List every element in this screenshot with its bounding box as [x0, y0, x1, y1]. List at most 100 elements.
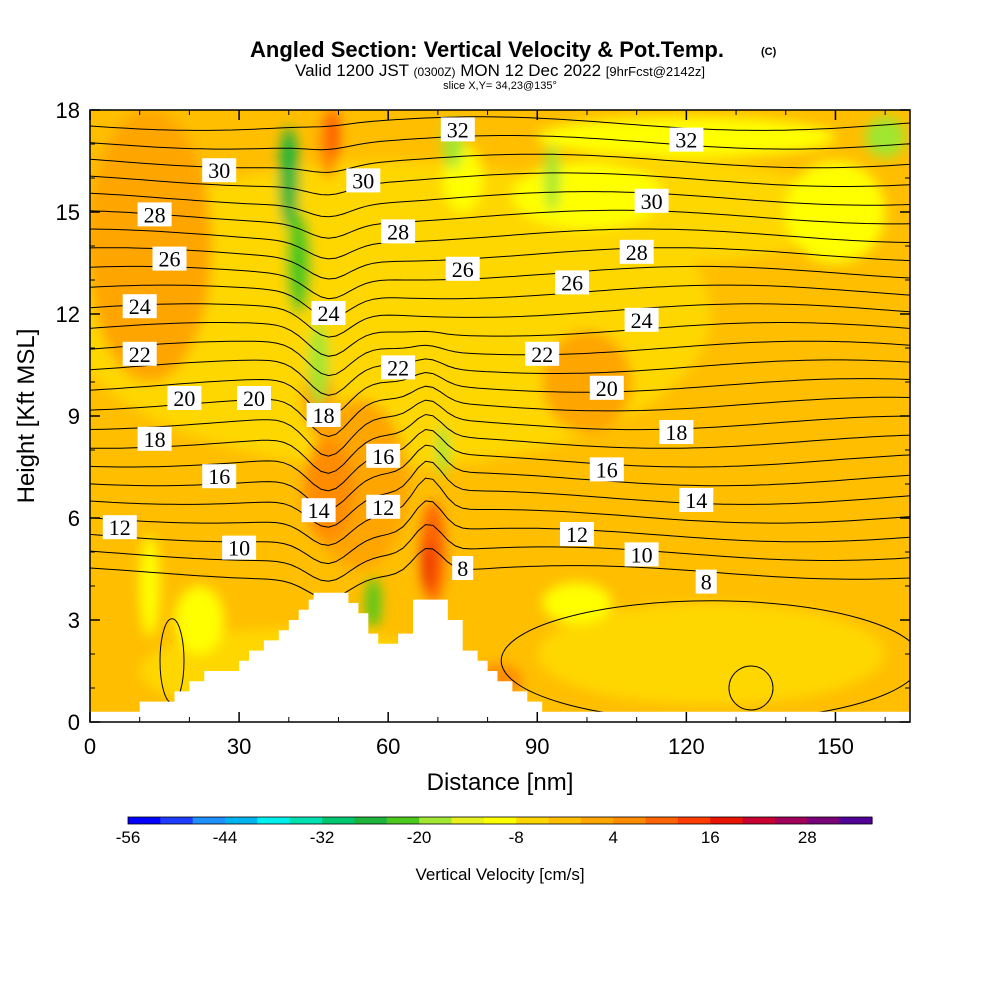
svg-text:28: 28 [626, 240, 648, 265]
colorbar-tick-label: -32 [310, 828, 335, 847]
svg-text:24: 24 [318, 301, 340, 326]
colorbar-tick-label: 16 [701, 828, 720, 847]
svg-text:18: 18 [313, 403, 335, 428]
contour-label: 28 [619, 239, 654, 265]
colorbar-swatch [257, 817, 291, 824]
colorbar-swatch [483, 817, 517, 824]
contour-label: 8 [452, 556, 474, 581]
svg-text:28: 28 [144, 202, 166, 227]
contour-labels: 32 32 30 30 30 28 28 28 26 26 26 24 24 24 22 22 22 20 20 20… [102, 117, 717, 595]
contour-label: 18 [306, 403, 341, 428]
contour-label: 28 [381, 219, 416, 244]
theta-contour-line [90, 399, 910, 457]
theta-contour-line [90, 428, 910, 492]
svg-text:22: 22 [387, 355, 409, 380]
contour-label: 32 [440, 117, 475, 142]
theta-contour-line [728, 665, 774, 711]
contour-label: 26 [445, 256, 480, 282]
y-tick-label: 3 [68, 608, 80, 633]
svg-text:20: 20 [243, 386, 265, 411]
svg-text:20: 20 [596, 376, 618, 401]
theta-contour-line [90, 191, 910, 218]
colorbar-tick-label: -20 [407, 828, 432, 847]
velocity-region [286, 212, 312, 314]
colorbar-swatch [774, 817, 808, 824]
svg-text:18: 18 [665, 420, 687, 445]
theta-contour-line [90, 322, 910, 357]
svg-text:20: 20 [173, 386, 195, 411]
svg-text:30: 30 [208, 158, 230, 183]
svg-text:12: 12 [566, 522, 588, 547]
colorbar-swatch [419, 817, 453, 824]
contour-label: 18 [659, 420, 694, 445]
chart-subtitle: Valid 1200 JST (0300Z) MON 12 Dec 2022 [… [295, 61, 705, 80]
y-tick-label: 15 [56, 200, 80, 225]
y-axis-label: Height [Kft MSL] [13, 329, 40, 504]
colorbar-swatch [160, 817, 194, 824]
contour-label: 30 [202, 158, 237, 183]
contour-label: 10 [222, 535, 257, 561]
contour-label: 26 [152, 246, 187, 272]
x-tick-label: 120 [668, 734, 705, 759]
y-tick-label: 0 [68, 710, 80, 735]
theta-contour-line [90, 413, 910, 474]
colorbar-swatch [548, 817, 582, 824]
contour-label: 20 [237, 386, 271, 411]
svg-text:26: 26 [561, 270, 583, 295]
theta-contour-line [90, 172, 910, 196]
contour-label: 16 [366, 443, 401, 469]
contour-label: 22 [381, 355, 416, 380]
theta-contour-line [90, 385, 910, 438]
colorbar-swatch [128, 817, 161, 824]
x-tick-label: 60 [376, 734, 400, 759]
contour-label: 10 [624, 542, 659, 567]
svg-text:30: 30 [641, 189, 663, 214]
contour-label: 28 [137, 202, 172, 227]
colorbar-swatch [613, 817, 647, 824]
svg-text:24: 24 [631, 308, 653, 333]
contour-label: 30 [634, 188, 669, 214]
contour-label: 24 [122, 294, 157, 319]
svg-text:24: 24 [129, 294, 151, 319]
theta-contour-line [90, 340, 910, 377]
theta-contour-line [90, 228, 910, 260]
colorbar-swatch [580, 817, 614, 824]
colorbar-swatch [516, 817, 550, 824]
colorbar-swatch [645, 817, 679, 824]
contour-label: 32 [669, 127, 704, 153]
velocity-region [278, 127, 299, 229]
contour-label: 8 [695, 569, 717, 595]
y-tick-label: 6 [68, 506, 80, 531]
svg-text:8: 8 [701, 570, 712, 595]
colorbar-swatch [807, 817, 841, 824]
colorbar-tick-label: -44 [213, 828, 238, 847]
svg-text:26: 26 [452, 257, 474, 282]
svg-text:10: 10 [228, 536, 250, 561]
colorbar-swatch [225, 817, 258, 824]
theta-contour-line [90, 477, 910, 546]
contour-label: 14 [301, 498, 336, 523]
colorbar-tick-label: 28 [798, 828, 817, 847]
velocity-region [865, 116, 906, 158]
colorbar-label: Vertical Velocity [cm/s] [415, 865, 584, 884]
colorbar-swatch [192, 817, 226, 824]
svg-text:8: 8 [457, 556, 468, 581]
slice-info: slice X,Y= 34,23@135° [443, 80, 557, 92]
x-tick-label: 30 [227, 734, 251, 759]
colorbar-tick-label: -8 [509, 828, 524, 847]
contour-label: 30 [346, 168, 381, 193]
contour-label: 14 [679, 488, 714, 513]
contour-label: 20 [167, 386, 202, 411]
contour-label: 22 [525, 341, 560, 367]
contour-label: 20 [589, 375, 624, 401]
contour-label: 24 [311, 301, 346, 326]
theta-contour-line [90, 116, 910, 131]
contour-label: 24 [624, 307, 659, 333]
svg-text:16: 16 [208, 464, 230, 489]
svg-text:14: 14 [308, 498, 330, 523]
velocity-region [328, 110, 339, 160]
colorbar-swatch [742, 817, 776, 824]
x-axis-label: Distance [nm] [427, 769, 574, 796]
theta-contour-line [90, 371, 910, 417]
